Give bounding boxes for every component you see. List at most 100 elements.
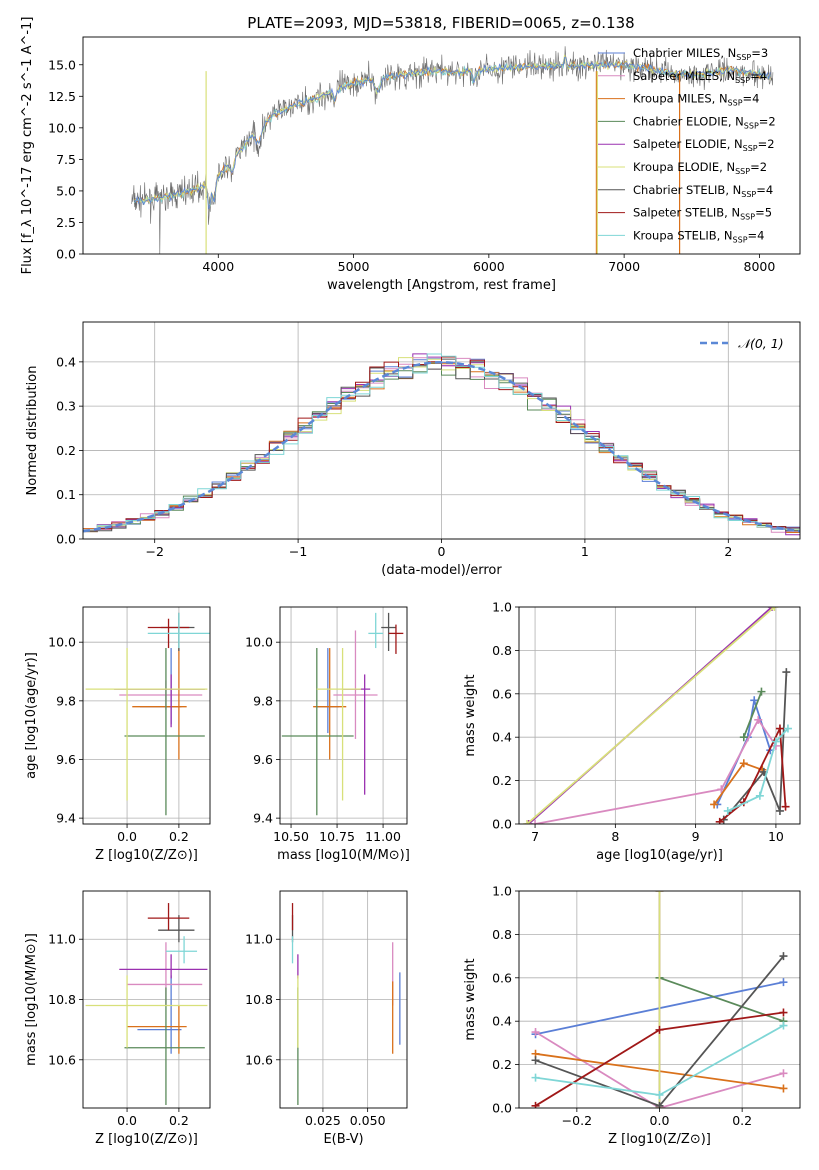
- weight-marker: [779, 978, 788, 987]
- subplot-7: −0.2 0.0 0.2 0.0 0.2 0.4 0.6 0.8 1.0 Z [log10(Z/Z…: [463, 884, 801, 1147]
- axes-frame: [82, 606, 211, 825]
- x-tick-label: 11.00: [365, 829, 401, 844]
- weight-marker: [723, 806, 732, 815]
- x-tick-label: 2: [724, 544, 732, 559]
- x-tick-label: 0: [438, 544, 446, 559]
- legend-entry: Chabrier MILES, NSSP=3: [633, 46, 768, 62]
- y-axis-label: Flux [f_λ 10^-17 erg cm^-2 s^-1 A^-1]: [20, 17, 35, 275]
- y-tick-label: 10.0: [245, 635, 273, 650]
- data-point-7: [147, 903, 190, 931]
- weight-marker: [782, 668, 791, 677]
- data-point-3: [281, 648, 354, 816]
- data-point-7: [388, 624, 404, 654]
- y-tick-label: 9.4: [56, 811, 76, 826]
- y-tick-label: 10.6: [245, 1052, 273, 1067]
- axes-frame: [518, 606, 801, 825]
- plot-area: [85, 612, 210, 816]
- weight-marker: [779, 952, 788, 961]
- y-tick-label: 5.0: [56, 183, 76, 198]
- legend-text: Chabrier MILES, N: [633, 46, 736, 60]
- plot-area: [523, 607, 792, 824]
- y-tick-label: 0.4: [492, 1014, 512, 1029]
- weight-marker: [655, 891, 664, 895]
- data-point-0: [316, 648, 339, 734]
- data-point-5: [85, 648, 208, 801]
- y-tick-label: 10.8: [48, 992, 76, 1007]
- plot-area: [291, 903, 401, 1105]
- legend-entry: Chabrier ELODIE, NSSP=2: [633, 114, 776, 130]
- y-tick-label: 0.0: [56, 532, 76, 547]
- legend-value: =3: [751, 46, 768, 60]
- legend-value: =2: [759, 114, 776, 128]
- y-axis-label: mass weight: [463, 958, 478, 1040]
- weight-marker: [531, 1101, 540, 1108]
- y-tick-label: 0.2: [492, 773, 512, 788]
- legend-value: =2: [750, 160, 767, 174]
- weight-marker: [757, 687, 766, 696]
- y-tick-label: 0.8: [492, 643, 512, 658]
- y-tick-label: 0.8: [492, 927, 512, 942]
- data-point-2: [132, 648, 187, 760]
- data-point-3: [124, 648, 205, 816]
- weight-marker: [715, 817, 724, 824]
- y-tick-label: 9.8: [56, 693, 76, 708]
- y-tick-label: 9.6: [56, 752, 76, 767]
- subplot-3: 10.50 10.75 11.00 9.4 9.6 9.8 10.0 mass [log10(…: [245, 606, 410, 863]
- y-tick-label: 11.0: [48, 932, 76, 947]
- y-tick-label: 9.8: [253, 693, 273, 708]
- y-tick-label: 0.0: [492, 1101, 512, 1116]
- y-tick-label: 12.5: [48, 89, 76, 104]
- legend-subscript: SSP: [740, 213, 755, 222]
- x-tick-label: 1: [581, 544, 589, 559]
- weight-marker: [775, 806, 784, 815]
- y-tick-label: 10.0: [48, 120, 76, 135]
- weight-line-8: [727, 727, 789, 812]
- y-tick-label: 0.6: [492, 686, 512, 701]
- weight-marker: [739, 733, 748, 742]
- x-axis-label: Z [log10(Z/Z⊙)]: [95, 1132, 198, 1147]
- data-point-8: [147, 612, 210, 649]
- legend-text: Salpeter MILES, N: [633, 69, 735, 83]
- model-spectrum-3: [134, 56, 771, 210]
- x-axis-label: Z [log10(Z/Z⊙)]: [95, 848, 198, 863]
- model-spectrum-0: [134, 56, 771, 208]
- x-tick-label: −1: [289, 544, 307, 559]
- legend-entry: Salpeter ELODIE, NSSP=2: [633, 137, 775, 153]
- legend-entry: Kroupa ELODIE, NSSP=2: [633, 160, 767, 176]
- x-tick-label: 10.75: [319, 829, 355, 844]
- x-tick-label: 0.2: [169, 1113, 189, 1128]
- data-point-8: [368, 612, 384, 649]
- axes-frame: [279, 606, 408, 825]
- data-point-3: [124, 987, 205, 1105]
- weight-marker: [775, 724, 784, 733]
- legend-subscript: SSP: [728, 99, 743, 108]
- weight-marker: [655, 1101, 664, 1108]
- weight-line-1: [535, 1031, 784, 1108]
- y-tick-label: 9.4: [253, 811, 273, 826]
- data-point-1: [333, 630, 378, 739]
- y-tick-label: 10.6: [48, 1052, 76, 1067]
- x-axis-label: wavelength [Angstrom, rest frame]: [327, 278, 556, 293]
- legend-entry: Salpeter MILES, NSSP=4: [633, 69, 767, 85]
- legend-entry: Chabrier STELIB, NSSP=4: [633, 183, 773, 199]
- legend-subscript: SSP: [744, 121, 759, 130]
- legend-value: =4: [743, 92, 760, 106]
- y-tick-label: 10.0: [48, 635, 76, 650]
- x-tick-label: 10: [768, 829, 784, 844]
- data-point-6: [160, 612, 195, 651]
- x-tick-label: 0.0: [117, 1113, 137, 1128]
- legend-value: =4: [756, 183, 773, 197]
- y-tick-label: 11.0: [245, 932, 273, 947]
- legend-subscript: SSP: [735, 167, 750, 176]
- y-tick-label: 2.5: [56, 215, 76, 230]
- weight-marker: [531, 1073, 540, 1082]
- legend-text: Salpeter ELODIE, N: [633, 137, 743, 151]
- weight-marker: [531, 1056, 540, 1065]
- legend-subscript: SSP: [743, 144, 758, 153]
- legend-value: =4: [750, 69, 767, 83]
- weight-marker: [771, 737, 780, 746]
- x-axis-label: E(B-V): [323, 1132, 363, 1147]
- data-point-0: [140, 648, 182, 725]
- legend-entry: Salpeter STELIB, NSSP=5: [633, 206, 772, 222]
- legend-entry: 𝒩(0, 1): [738, 336, 784, 351]
